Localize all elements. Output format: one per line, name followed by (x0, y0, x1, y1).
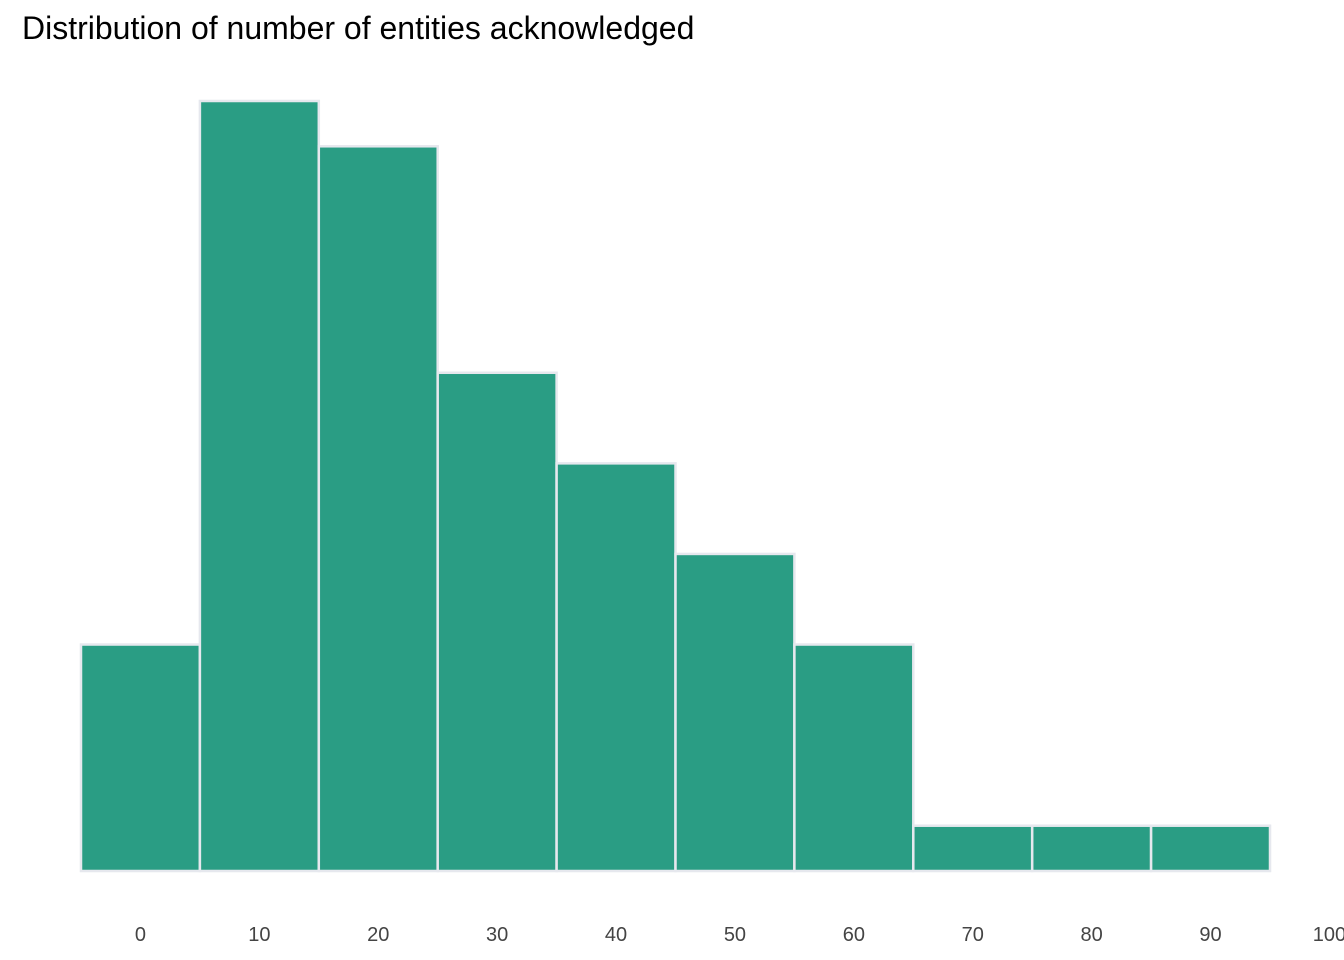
x-tick-label-4: 40 (605, 924, 627, 946)
x-tick-label-9: 90 (1199, 924, 1221, 946)
x-tick-label-10: 100 (1313, 924, 1344, 946)
chart-title: Distribution of number of entities ackno… (22, 10, 695, 46)
x-tick-label-1: 10 (248, 924, 270, 946)
histogram-bar-2 (317, 145, 439, 873)
x-tick-label-3: 30 (486, 924, 508, 946)
x-tick-label-7: 70 (962, 924, 984, 946)
histogram-bar-8 (1030, 824, 1153, 873)
x-tick-labels: 0 10 20 30 40 50 60 70 80 90 100 (135, 924, 1344, 946)
bars-group (79, 99, 1272, 873)
histogram-bar-5 (674, 552, 796, 873)
histogram-bar-1 (198, 99, 321, 873)
x-tick-label-0: 0 (135, 924, 146, 946)
histogram-bar-7 (912, 824, 1034, 873)
histogram-bar-9 (1149, 824, 1272, 873)
histogram-bar-4 (555, 462, 677, 873)
histogram-bar-3 (436, 371, 558, 873)
histogram-bar-6 (793, 643, 915, 873)
x-tick-label-2: 20 (367, 924, 389, 946)
x-tick-label-5: 50 (724, 924, 746, 946)
x-tick-label-8: 80 (1081, 924, 1103, 946)
x-tick-label-6: 60 (843, 924, 865, 946)
histogram-bar-0 (79, 643, 202, 873)
